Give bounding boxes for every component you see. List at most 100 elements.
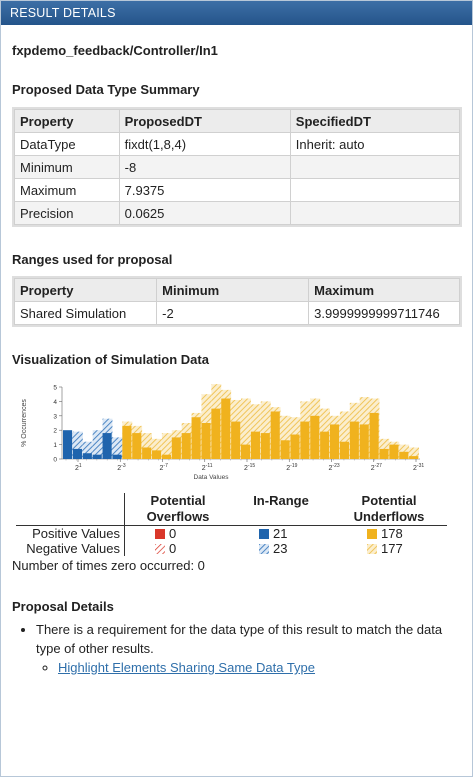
histogram-bar-positive <box>122 425 132 459</box>
histogram-bar-negative <box>409 447 419 459</box>
table-cell: -8 <box>118 155 291 179</box>
histogram-bar-negative <box>260 401 271 459</box>
legend-col-inrange: In-Range <box>253 493 309 508</box>
legend-col-underflow: Potential Underflows <box>353 493 425 524</box>
overflow-swatch <box>155 529 165 539</box>
table-cell: Inherit: auto <box>289 132 461 156</box>
histogram-bar-positive <box>231 421 241 459</box>
x-tick-label: 21 <box>75 463 82 472</box>
ranges-heading: Ranges used for proposal <box>12 252 173 267</box>
column-header: Property <box>13 278 158 302</box>
column-header: Minimum <box>156 278 310 302</box>
histogram-bar-negative <box>241 398 251 459</box>
highlight-elements-link[interactable]: Highlight Elements Sharing Same Data Typ… <box>58 660 316 675</box>
block-path: fxpdemo_feedback/Controller/In1 <box>12 43 218 58</box>
range-legend-table: Potential Overflows In-Range Potential U… <box>16 493 447 556</box>
positive-inrange-count: 21 <box>273 526 288 541</box>
x-tick-label: 2-23 <box>329 463 340 472</box>
histogram-bar-positive <box>339 441 349 459</box>
histogram-bar-positive <box>300 421 310 459</box>
legend-row-label: Positive Values <box>16 525 125 541</box>
y-tick-label: 3 <box>53 413 57 420</box>
x-tick-label: 2-11 <box>202 463 213 472</box>
y-tick-label: 2 <box>53 428 57 435</box>
histogram-bar-positive <box>320 431 330 459</box>
proposal-list: There is a requirement for the data type… <box>12 620 462 677</box>
zero-count-text: Number of times zero occurred: 0 <box>12 558 205 573</box>
histogram-bar-positive <box>280 440 290 459</box>
table-cell: -2 <box>156 301 310 325</box>
histogram-bar-negative <box>399 444 410 459</box>
table-cell: Precision <box>14 201 120 225</box>
histogram-bar-negative <box>92 430 103 459</box>
column-header: ProposedDT <box>118 109 291 133</box>
histogram-bar-positive <box>152 450 162 459</box>
histogram-bar-positive <box>409 456 419 459</box>
negative-underflow-count: 177 <box>381 541 403 556</box>
histogram-bar-positive <box>142 447 152 459</box>
negative-inrange-count: 23 <box>273 541 288 556</box>
table-cell: Maximum <box>14 178 120 202</box>
column-header: Property <box>14 109 120 133</box>
summary-heading: Proposed Data Type Summary <box>12 82 200 97</box>
table-cell <box>289 178 461 202</box>
proposal-sublist: Highlight Elements Sharing Same Data Typ… <box>36 658 462 677</box>
histogram-bar-negative <box>82 441 93 459</box>
ranges-header-row: Property Minimum Maximum <box>13 278 460 302</box>
histogram-bar-positive <box>211 408 221 459</box>
ranges-table: Property Minimum Maximum Shared Simulati… <box>13 278 460 325</box>
histogram-bar-negative <box>339 411 350 459</box>
panel-content: fxpdemo_feedback/Controller/In1 Proposed… <box>1 43 472 677</box>
histogram-bar-positive <box>102 433 112 459</box>
histogram-bar-positive <box>379 448 389 459</box>
proposal-item-text: There is a requirement for the data type… <box>36 622 443 656</box>
summary-header-row: Property ProposedDT SpecifiedDT <box>14 109 461 133</box>
underflow-hatch-swatch <box>367 544 377 554</box>
histogram-bar-negative <box>72 431 83 459</box>
summary-table: Property ProposedDT SpecifiedDT DataType… <box>14 109 461 225</box>
histogram-bar-positive <box>201 423 211 459</box>
table-cell <box>289 201 461 225</box>
legend-row-negative: Negative Values 0 23 177 <box>16 541 447 556</box>
positive-overflow-count: 0 <box>169 526 177 541</box>
y-tick-label: 4 <box>53 399 57 406</box>
histogram-bar-positive <box>399 451 409 459</box>
table-row: DataType fixdt(1,8,4) Inherit: auto <box>14 132 461 156</box>
histogram-bar-positive <box>161 454 171 459</box>
histogram-bar-positive <box>290 434 300 459</box>
histogram-bar-negative <box>379 438 390 459</box>
legend-row-positive: Positive Values 0 21 178 <box>16 525 447 541</box>
y-tick-label: 1 <box>53 442 57 449</box>
x-tick-label: 2-27 <box>371 463 382 472</box>
y-tick-label: 0 <box>53 457 57 464</box>
x-tick-label: 2-19 <box>286 463 297 472</box>
visualization-heading: Visualization of Simulation Data <box>12 352 209 367</box>
legend-col-overflow: Potential Overflows <box>146 493 210 524</box>
table-cell: fixdt(1,8,4) <box>118 132 291 156</box>
y-axis-label: % Occurrences <box>21 399 28 447</box>
table-cell: DataType <box>14 132 120 156</box>
histogram-bar-positive <box>72 448 82 459</box>
histogram-bar-positive <box>191 417 201 459</box>
x-tick-label: 2-31 <box>413 463 424 472</box>
histogram-bar-positive <box>310 415 320 459</box>
table-cell: 7.9375 <box>118 178 291 202</box>
histogram-bar-positive <box>349 421 359 459</box>
histogram-bar-positive <box>63 430 73 459</box>
proposal-heading: Proposal Details <box>12 599 114 614</box>
x-tick-label: 2-3 <box>117 463 126 472</box>
table-row: Minimum -8 <box>14 155 461 179</box>
histogram-bar-positive <box>112 454 122 459</box>
positive-underflow-count: 178 <box>381 526 403 541</box>
histogram-bar-positive <box>389 444 399 459</box>
negative-overflow-count: 0 <box>169 541 177 556</box>
table-row: Maximum 7.9375 <box>14 178 461 202</box>
summary-table-wrap: Property ProposedDT SpecifiedDT DataType… <box>12 107 462 227</box>
table-cell: Shared Simulation <box>13 301 158 325</box>
histogram-bar-positive <box>330 424 340 459</box>
x-tick-label: 2-15 <box>244 463 255 472</box>
underflow-swatch <box>367 529 377 539</box>
table-row: Precision 0.0625 <box>14 201 461 225</box>
list-item: Highlight Elements Sharing Same Data Typ… <box>58 658 462 677</box>
